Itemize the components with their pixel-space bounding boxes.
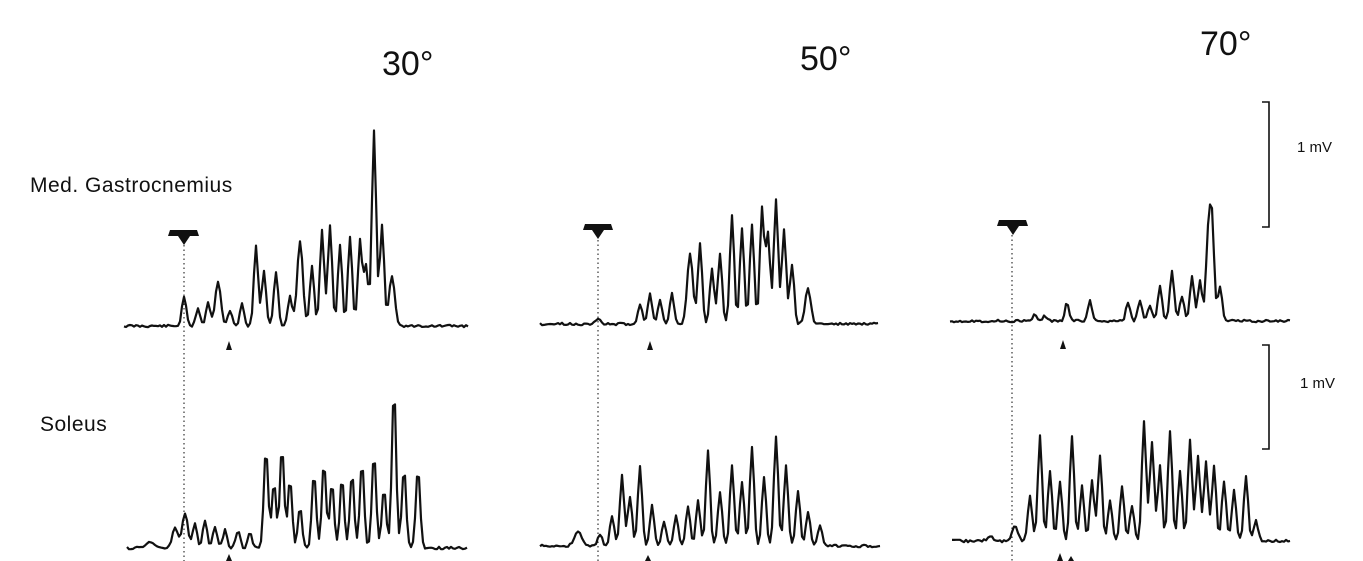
- trace-soleus-70: [952, 420, 1291, 544]
- trace-gastrocnemius-50: [539, 198, 879, 327]
- marker-triangle-icon-top-50: [647, 341, 653, 350]
- trace-gastrocnemius-70: [949, 203, 1291, 324]
- row-label-gastrocnemius: Med. Gastrocnemius: [30, 174, 233, 197]
- stimulus-arrow-icon-30: [168, 230, 199, 245]
- stimulus-arrow-icon-50: [583, 224, 613, 239]
- marker-triangle-icon-bottom-70b: [1068, 556, 1074, 561]
- marker-triangle-icon-bottom-50: [645, 555, 651, 561]
- scale-bar-top: [1262, 101, 1270, 228]
- trace-gastrocnemius-30: [123, 129, 469, 329]
- angle-label-30: 30°: [382, 45, 433, 83]
- stimulus-arrow-icon-70: [997, 220, 1028, 235]
- row-label-soleus: Soleus: [40, 413, 107, 436]
- marker-triangle-icon-bottom-70: [1057, 553, 1063, 561]
- marker-triangle-icon-bottom-30: [226, 554, 232, 561]
- scale-label-bottom: 1 mV: [1300, 375, 1335, 392]
- angle-label-70: 70°: [1200, 25, 1251, 63]
- trace-soleus-50: [539, 435, 881, 549]
- marker-triangle-icon-top-30: [226, 341, 232, 350]
- scale-bar-bottom: [1262, 344, 1270, 450]
- marker-triangle-icon-top-70: [1060, 340, 1066, 349]
- angle-label-50: 50°: [800, 40, 851, 78]
- trace-soleus-30: [126, 403, 468, 551]
- scale-label-top: 1 mV: [1297, 139, 1332, 156]
